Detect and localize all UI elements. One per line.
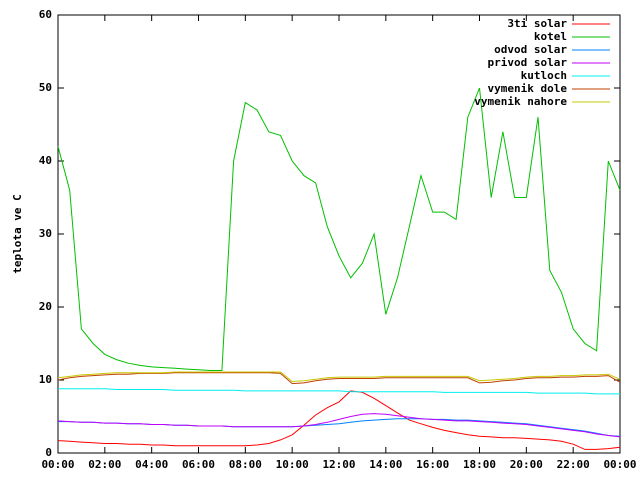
x-tick-label: 02:00 <box>88 458 121 471</box>
x-tick-label: 00:00 <box>41 458 74 471</box>
x-tick-label: 22:00 <box>557 458 590 471</box>
legend-label: odvod solar <box>494 43 567 56</box>
series-line <box>57 371 621 383</box>
legend-label: 3ti solar <box>507 17 567 30</box>
series-line <box>57 372 621 385</box>
x-tick-label: 08:00 <box>229 458 262 471</box>
plot-border <box>57 14 621 454</box>
series-line <box>57 87 621 371</box>
y-tick-label: 40 <box>39 154 52 167</box>
y-tick-label: 60 <box>39 8 52 21</box>
x-tick-label: 04:00 <box>135 458 168 471</box>
x-tick-label: 12:00 <box>322 458 355 471</box>
series-line <box>57 390 621 450</box>
x-tick-label: 06:00 <box>182 458 215 471</box>
x-tick-label: 18:00 <box>463 458 496 471</box>
x-tick-label: 14:00 <box>369 458 402 471</box>
legend-label: vymenik dole <box>488 82 568 95</box>
y-tick-label: 20 <box>39 300 52 313</box>
x-tick-label: 16:00 <box>416 458 449 471</box>
x-tick-label: 20:00 <box>510 458 543 471</box>
x-tick-label: 00:00 <box>603 458 636 471</box>
x-tick-label: 10:00 <box>276 458 309 471</box>
y-tick-label: 50 <box>39 81 52 94</box>
y-tick-label: 30 <box>39 227 52 240</box>
legend-label: vymenik nahore <box>474 95 567 108</box>
legend-label: privod solar <box>488 56 568 69</box>
y-axis-label: teplota ve C <box>11 194 24 273</box>
legend-label: kutloch <box>521 69 567 82</box>
legend-label: kotel <box>534 30 567 43</box>
series-line <box>58 388 620 395</box>
y-tick-label: 0 <box>45 446 52 459</box>
y-tick-label: 10 <box>39 373 52 386</box>
series-line <box>57 413 621 438</box>
